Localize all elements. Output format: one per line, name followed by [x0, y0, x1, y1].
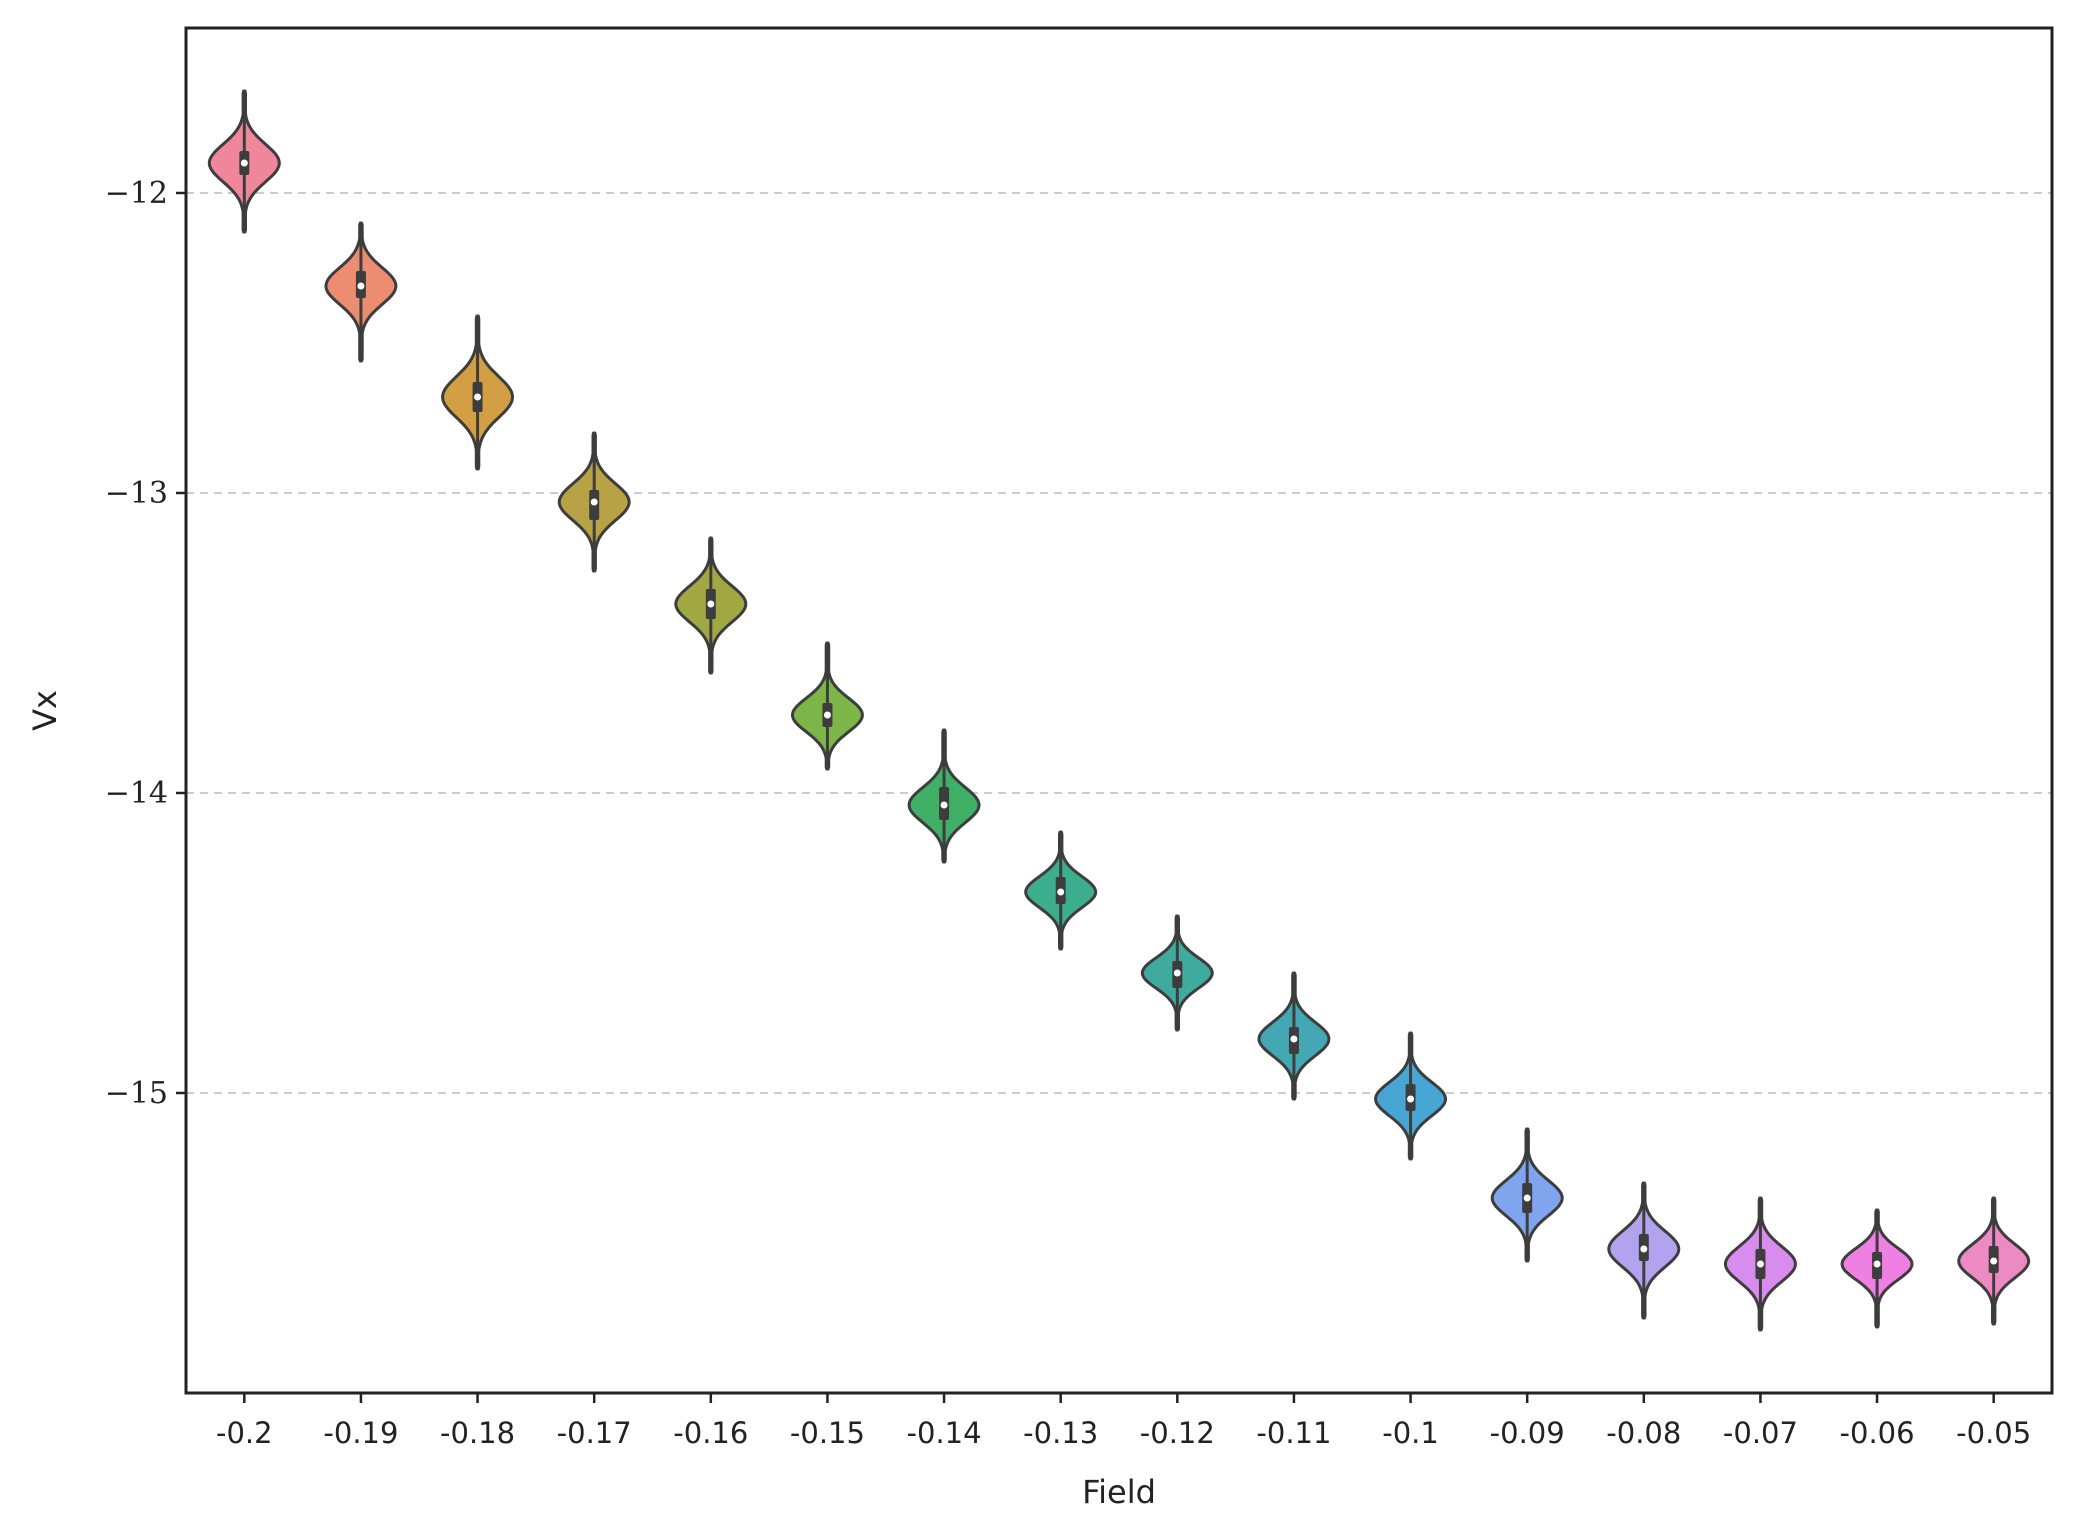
x-axis-title: Field: [1082, 1473, 1156, 1511]
y-axis-ticks: −12 −13 −14 −15: [105, 176, 186, 1111]
x-tick-label: -0.19: [323, 1416, 398, 1450]
violin-median-dot: [1290, 1035, 1298, 1043]
violin-median-dot: [1407, 1095, 1415, 1103]
violin-median-dot: [1990, 1257, 1998, 1265]
x-tick-label: -0.14: [907, 1416, 982, 1450]
plot-frame: [184, 26, 2054, 1395]
violin: [207, 89, 281, 234]
y-grid-lines: [186, 192, 2052, 1094]
violin-median-dot: [1523, 1194, 1531, 1202]
x-tick-label: -0.1: [1382, 1416, 1439, 1450]
y-tick-label: −12: [105, 176, 168, 211]
violin: [557, 431, 631, 573]
violin: [791, 641, 864, 771]
x-tick-label: -0.18: [440, 1416, 515, 1450]
violin: [1140, 914, 1214, 1032]
x-tick-label: -0.12: [1140, 1416, 1215, 1450]
x-tick-label: -0.17: [557, 1416, 632, 1450]
x-tick-label: -0.2: [216, 1416, 273, 1450]
violin: [1840, 1208, 1914, 1329]
violin: [674, 536, 748, 675]
violin-median-dot: [823, 711, 831, 719]
x-tick-label: -0.13: [1023, 1416, 1098, 1450]
violin-median-dot: [240, 159, 248, 167]
violin: [1374, 1031, 1447, 1161]
violin: [324, 221, 398, 363]
x-tick-label: -0.05: [1956, 1416, 2031, 1450]
violin: [1024, 830, 1098, 951]
violin-median-dot: [707, 600, 715, 608]
x-tick-label: -0.16: [673, 1416, 748, 1450]
violin-median-dot: [1640, 1245, 1648, 1253]
violins: [207, 89, 2031, 1332]
violin: [1490, 1127, 1564, 1263]
y-axis-title: Vx: [26, 690, 64, 731]
violin: [1257, 971, 1331, 1101]
x-tick-label: -0.08: [1606, 1416, 1681, 1450]
violin: [1723, 1196, 1797, 1332]
violin-median-dot: [1173, 969, 1181, 977]
x-tick-label: -0.06: [1840, 1416, 1915, 1450]
x-tick-label: -0.15: [790, 1416, 865, 1450]
y-tick-label: −15: [105, 1076, 168, 1111]
violin-median-dot: [1873, 1260, 1881, 1268]
y-tick-label: −13: [105, 476, 168, 511]
x-tick-label: -0.07: [1723, 1416, 1798, 1450]
violin-median-dot: [474, 393, 482, 401]
violin-median-dot: [590, 498, 598, 506]
violin-median-dot: [357, 282, 365, 290]
violin-median-dot: [1057, 888, 1065, 896]
x-axis-ticks: -0.2 -0.19 -0.18 -0.17 -0.16 -0.15 -0.14 -0.13 -…: [216, 1393, 2031, 1450]
violin: [441, 314, 514, 471]
x-tick-label: -0.11: [1256, 1416, 1331, 1450]
x-tick-label: -0.09: [1490, 1416, 1565, 1450]
violin-median-dot: [940, 801, 948, 809]
violin: [1957, 1196, 2031, 1326]
y-tick-label: −14: [105, 776, 168, 811]
violin-median-dot: [1756, 1260, 1764, 1268]
violin: [907, 728, 981, 864]
violin: [1607, 1181, 1681, 1320]
